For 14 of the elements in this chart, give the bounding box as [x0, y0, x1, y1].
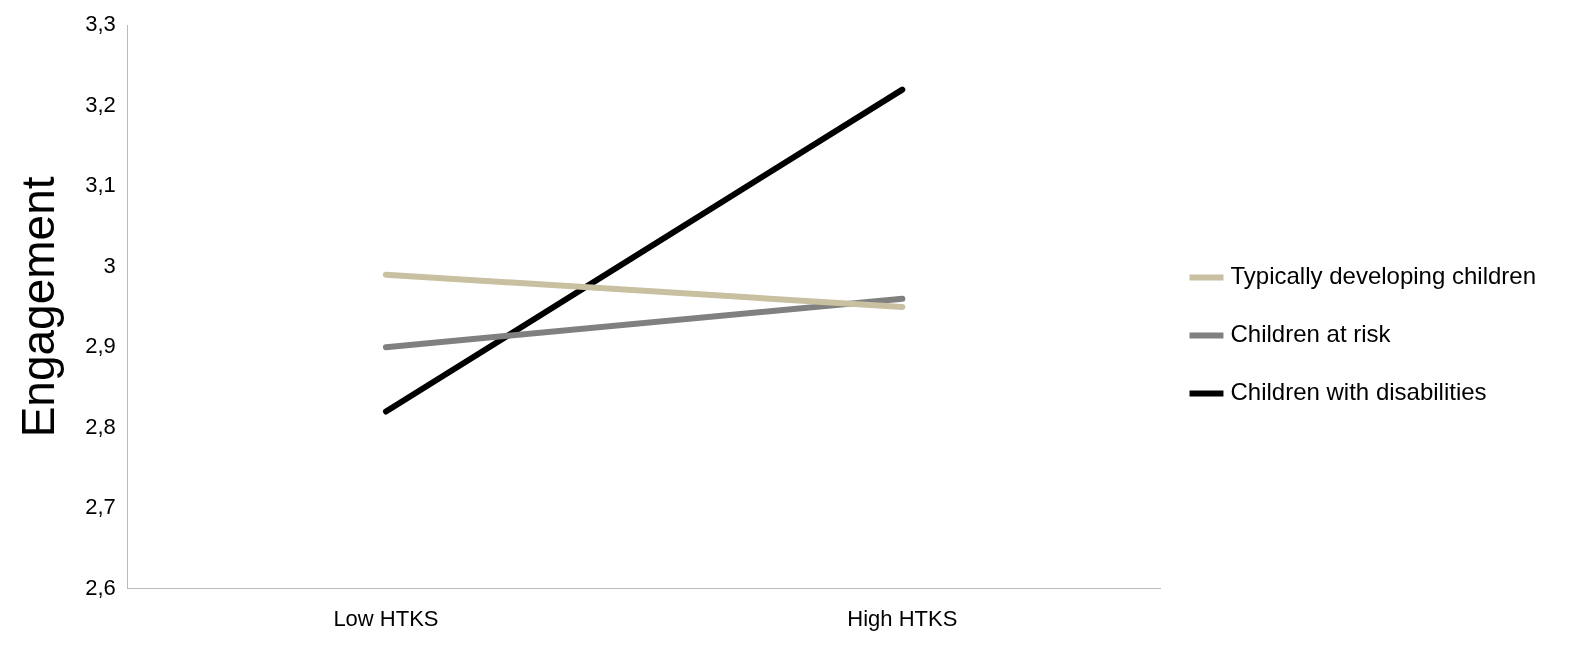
legend-label: Children with disabilities [1230, 378, 1487, 406]
y-tick-label: 2,8 [85, 413, 116, 439]
legend-label: Children at risk [1230, 320, 1392, 348]
y-tick-label: 3 [103, 252, 116, 278]
y-tick-label: 3,3 [85, 11, 116, 37]
y-tick-label: 2,6 [85, 574, 116, 600]
y-tick-label: 3,2 [85, 91, 116, 117]
y-tick-label: 2,7 [85, 494, 116, 520]
x-tick-label: High HTKS [847, 605, 958, 631]
y-tick-label: 2,9 [85, 333, 116, 359]
y-axis-title: Engagement [12, 176, 65, 438]
legend-label: Typically developing children [1230, 262, 1537, 290]
x-tick-label: Low HTKS [333, 605, 439, 631]
y-tick-label: 3,1 [85, 172, 116, 198]
